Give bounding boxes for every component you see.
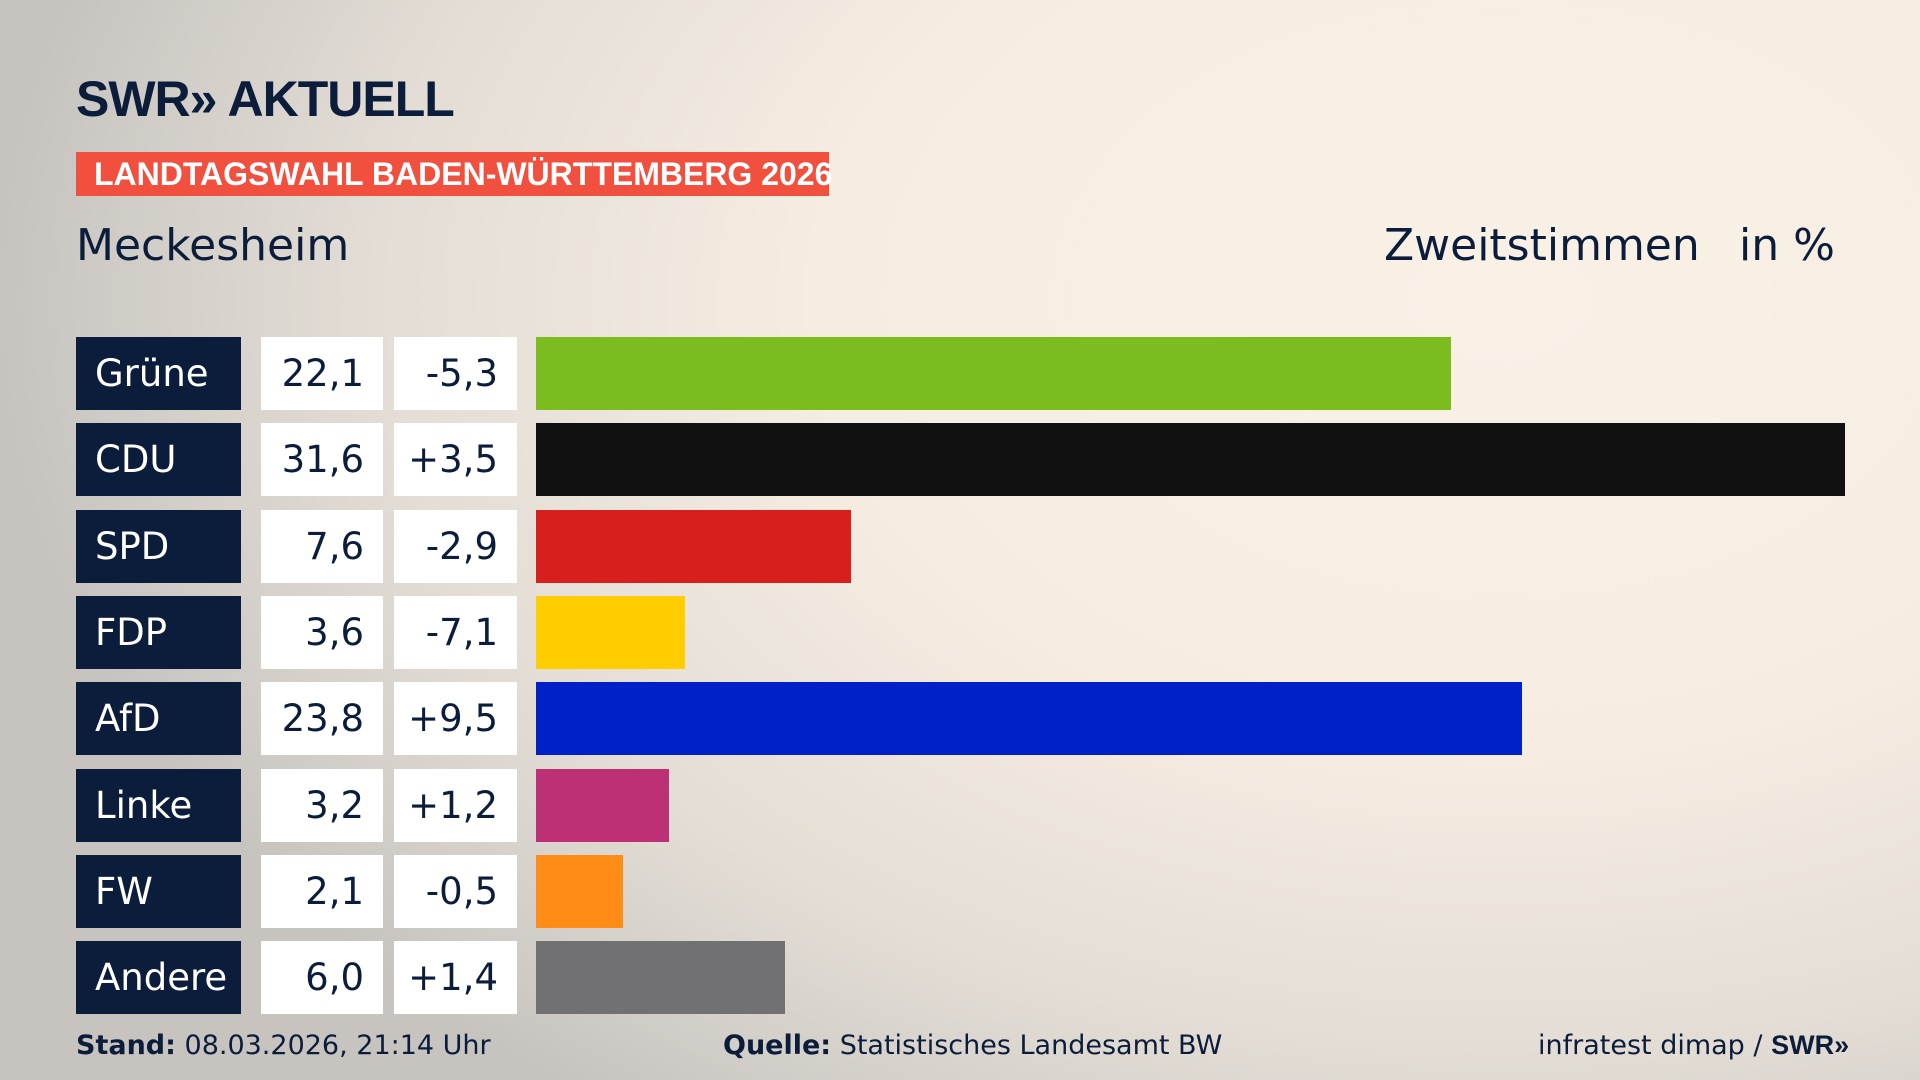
vote-type: Zweitstimmen	[1384, 220, 1700, 271]
value-label: 6,0	[261, 941, 383, 1015]
party-label: Linke	[76, 768, 241, 842]
diff-label: +9,5	[394, 682, 517, 756]
party-label: Andere	[76, 941, 241, 1015]
diff-label: +1,4	[394, 941, 517, 1015]
source-label: Quelle:	[723, 1030, 832, 1061]
bar-afd	[536, 682, 1522, 756]
party-label: FW	[76, 854, 241, 928]
diff-label: +3,5	[394, 423, 517, 497]
value-label: 3,2	[261, 768, 383, 842]
party-label: FDP	[76, 595, 241, 669]
value-label: 22,1	[261, 337, 383, 410]
bar-andere	[536, 941, 785, 1015]
party-row: Andere 6,0 +1,4	[0, 941, 1920, 1015]
logo-text: SWR» AKTUELL	[76, 71, 455, 127]
diff-label: -7,1	[394, 595, 517, 669]
unit-label: in %	[1739, 220, 1835, 271]
diff-label: -0,5	[394, 854, 517, 928]
stand-value: 08.03.2026, 21:14 Uhr	[184, 1030, 491, 1061]
source: Quelle: Statistisches Landesamt BW	[723, 1030, 1222, 1061]
party-row: CDU 31,6 +3,5	[0, 423, 1920, 497]
value-label: 7,6	[261, 509, 383, 583]
party-row: AfD 23,8 +9,5	[0, 682, 1920, 756]
source-value: Statistisches Landesamt BW	[839, 1030, 1223, 1061]
party-label: AfD	[76, 682, 241, 756]
party-row: Grüne 22,1 -5,3	[0, 337, 1920, 410]
party-row: Linke 3,2 +1,2	[0, 768, 1920, 842]
place-title: Meckesheim	[76, 220, 350, 271]
party-label: SPD	[76, 509, 241, 583]
bar-fw	[536, 854, 623, 928]
party-label: Grüne	[76, 337, 241, 410]
credit-text: infratest dimap /	[1538, 1030, 1772, 1061]
value-label: 31,6	[261, 423, 383, 497]
credit: infratest dimap / SWR»	[1538, 1030, 1849, 1061]
value-label: 23,8	[261, 682, 383, 756]
value-label: 2,1	[261, 854, 383, 928]
value-label: 3,6	[261, 595, 383, 669]
diff-label: +1,2	[394, 768, 517, 842]
bar-linke	[536, 768, 669, 842]
swr-aktuell-logo: SWR» AKTUELL	[76, 70, 455, 128]
bar-grüne	[536, 337, 1452, 410]
election-banner: LANDTAGSWAHL BADEN-WÜRTTEMBERG 2026	[76, 152, 832, 196]
timestamp: Stand: 08.03.2026, 21:14 Uhr	[76, 1030, 491, 1061]
party-row: FDP 3,6 -7,1	[0, 595, 1920, 669]
swr-logo: SWR»	[1771, 1030, 1850, 1060]
diff-label: -5,3	[394, 337, 517, 410]
bar-cdu	[536, 423, 1845, 497]
party-label: CDU	[76, 423, 241, 497]
diff-label: -2,9	[394, 509, 517, 583]
bar-fdp	[536, 595, 686, 669]
stand-label: Stand:	[76, 1030, 176, 1061]
party-row: FW 2,1 -0,5	[0, 854, 1920, 928]
bar-spd	[536, 509, 851, 583]
party-row: SPD 7,6 -2,9	[0, 509, 1920, 583]
